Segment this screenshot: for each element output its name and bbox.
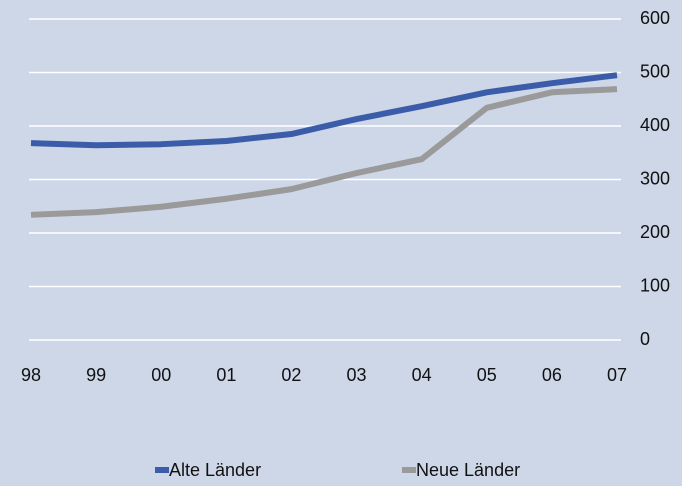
y-tick-label: 300 bbox=[640, 168, 670, 188]
y-tick-label: 200 bbox=[640, 222, 670, 242]
series-line bbox=[30, 86, 618, 218]
x-tick-label: 00 bbox=[151, 365, 171, 385]
x-tick-label: 99 bbox=[86, 365, 106, 385]
x-tick-label: 05 bbox=[477, 365, 497, 385]
y-tick-label: 400 bbox=[640, 115, 670, 135]
x-tick-label: 01 bbox=[216, 365, 236, 385]
x-tick-label: 98 bbox=[21, 365, 41, 385]
x-tick-label: 04 bbox=[412, 365, 432, 385]
x-tick-label: 02 bbox=[281, 365, 301, 385]
x-tick-label: 06 bbox=[542, 365, 562, 385]
series-line bbox=[30, 72, 618, 149]
y-tick-label: 600 bbox=[640, 8, 670, 28]
legend-label: Alte Länder bbox=[169, 460, 261, 480]
x-tick-label: 03 bbox=[347, 365, 367, 385]
y-tick-label: 100 bbox=[640, 275, 670, 295]
x-tick-label: 07 bbox=[607, 365, 627, 385]
legend-label: Neue Länder bbox=[416, 460, 520, 480]
y-tick-label: 0 bbox=[640, 329, 650, 349]
y-tick-label: 500 bbox=[640, 61, 670, 81]
